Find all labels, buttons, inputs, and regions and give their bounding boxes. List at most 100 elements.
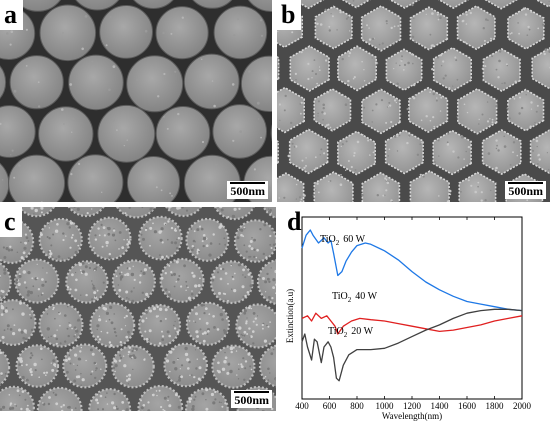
texture-grain (372, 38, 374, 40)
texture-grain (111, 321, 114, 324)
texture-grain (119, 231, 122, 234)
texture-grain (396, 102, 397, 103)
texture-grain (62, 259, 63, 260)
particle (39, 107, 93, 161)
texture-grain (80, 384, 82, 386)
texture-grain (361, 194, 363, 196)
particle (15, 260, 58, 303)
texture-grain (248, 245, 251, 248)
texture-grain (55, 402, 58, 405)
texture-grain (185, 353, 188, 356)
texture-grain (118, 248, 120, 250)
texture-grain (126, 243, 129, 246)
texture-grain (199, 226, 201, 228)
texture-grain (388, 102, 390, 104)
texture-grain (321, 111, 323, 113)
texture-grain (544, 53, 546, 55)
texture-grain (115, 364, 118, 367)
texture-grain (187, 287, 189, 289)
texture-grain (40, 233, 43, 236)
texture-grain (38, 105, 40, 107)
texture-grain (180, 375, 183, 378)
texture-grain (128, 298, 129, 299)
texture-grain (527, 34, 529, 36)
texture-grain (23, 270, 26, 273)
texture-grain (168, 335, 171, 338)
texture-grain (69, 288, 71, 290)
texture-grain (189, 320, 191, 322)
texture-grain (62, 232, 64, 234)
texture-grain (203, 358, 205, 360)
texture-grain (17, 389, 20, 392)
texture-grain (128, 334, 129, 335)
texture-grain (379, 44, 381, 46)
texture-grain (77, 375, 80, 378)
texture-grain (490, 167, 491, 168)
texture-grain (115, 240, 117, 242)
texture-grain (303, 194, 306, 197)
texture-grain (53, 392, 55, 394)
texture-grain (18, 363, 21, 366)
texture-grain (90, 373, 92, 375)
particle (63, 345, 106, 388)
texture-grain (38, 288, 40, 290)
texture-grain (110, 16, 112, 18)
texture-grain (271, 229, 273, 231)
texture-grain (67, 328, 69, 330)
texture-grain (171, 195, 173, 197)
texture-grain (21, 256, 24, 259)
texture-grain (387, 155, 389, 157)
x-axis-label: Wavelength(nm) (382, 411, 442, 421)
texture-grain (420, 174, 422, 176)
texture-grain (529, 29, 531, 31)
texture-grain (27, 405, 29, 407)
texture-grain (87, 212, 89, 214)
texture-grain (273, 244, 276, 247)
texture-grain (534, 122, 535, 123)
texture-grain (257, 315, 258, 316)
texture-grain (432, 116, 434, 118)
texture-grain (46, 372, 48, 374)
texture-grain (174, 71, 176, 73)
x-tick-label: 800 (350, 401, 364, 411)
texture-grain (27, 290, 30, 293)
sem-panel-c: c 500nm (0, 207, 276, 411)
texture-grain (97, 402, 99, 404)
texture-grain (144, 331, 146, 333)
texture-grain (175, 230, 177, 232)
texture-grain (75, 369, 77, 371)
texture-grain (118, 284, 119, 285)
texture-grain (132, 369, 133, 370)
texture-grain (183, 264, 186, 267)
texture-grain (128, 383, 129, 384)
texture-grain (78, 169, 80, 171)
texture-grain (164, 397, 167, 400)
texture-grain (18, 329, 21, 332)
texture-grain (141, 319, 144, 322)
texture-grain (69, 83, 72, 86)
texture-grain (315, 73, 317, 75)
texture-grain (412, 36, 415, 39)
texture-grain (37, 264, 38, 265)
texture-grain (101, 224, 103, 226)
texture-grain (457, 79, 459, 81)
texture-grain (118, 289, 121, 292)
texture-grain (443, 77, 445, 79)
texture-grain (278, 91, 279, 92)
texture-grain (496, 148, 497, 149)
texture-grain (133, 348, 135, 350)
texture-grain (22, 390, 25, 393)
texture-grain (195, 241, 196, 242)
texture-grain (160, 239, 163, 242)
texture-grain (27, 293, 30, 296)
texture-grain (127, 331, 130, 334)
texture-grain (17, 252, 18, 253)
texture-grain (497, 149, 499, 151)
particle (17, 345, 58, 386)
texture-grain (445, 75, 447, 77)
texture-grain (348, 160, 350, 162)
texture-grain (393, 68, 394, 69)
texture-grain (244, 335, 246, 337)
texture-grain (250, 284, 253, 287)
texture-grain (64, 314, 67, 317)
